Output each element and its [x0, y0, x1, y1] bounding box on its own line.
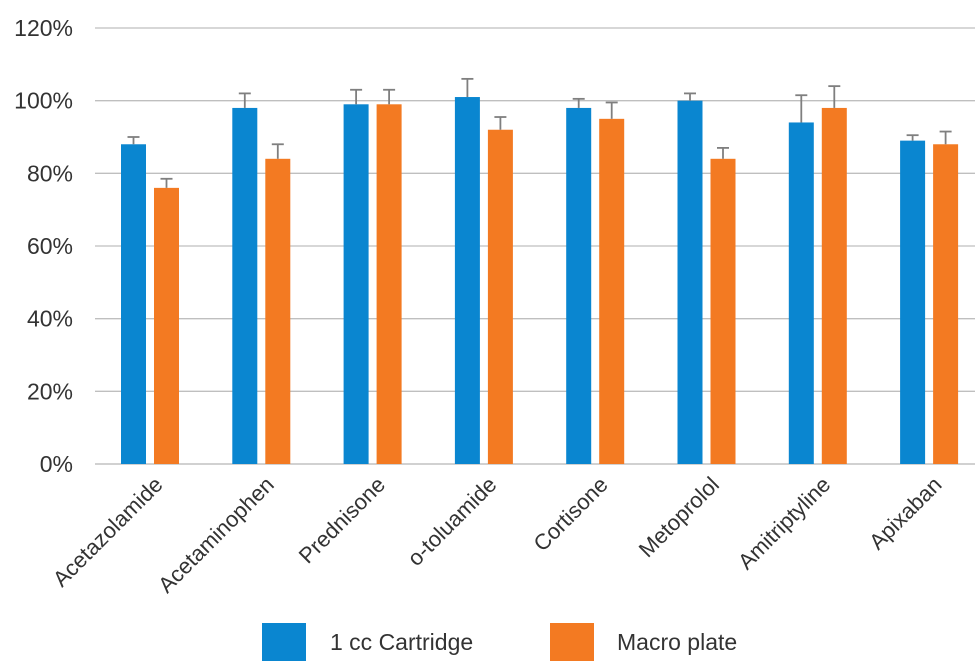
y-tick-label: 40%	[27, 306, 73, 332]
bar-macro-plate	[933, 144, 959, 464]
bar-cartridge	[454, 97, 480, 465]
bar-cartridge	[677, 100, 703, 465]
bar-macro-plate	[710, 158, 736, 465]
bar-macro-plate	[376, 104, 402, 465]
x-tick-label: Cortisone	[528, 472, 612, 556]
x-tick-label: o-toluamide	[402, 472, 501, 571]
bar-macro-plate	[599, 118, 625, 464]
bar-cartridge	[121, 144, 146, 464]
y-axis-ticks: 0% 20% 40% 60% 80% 100% 120%	[14, 15, 73, 477]
y-tick-label: 100%	[14, 88, 73, 114]
bar-macro-plate	[821, 107, 847, 464]
bar-cartridge	[788, 122, 814, 464]
bar-macro-plate	[487, 129, 513, 464]
legend-swatch	[262, 623, 306, 661]
y-tick-label: 0%	[40, 451, 73, 477]
bar-cartridge	[343, 104, 369, 465]
x-tick-label: Amitriptyline	[733, 472, 835, 574]
y-tick-label: 20%	[27, 378, 73, 404]
bar-macro-plate	[154, 187, 179, 464]
x-tick-label: Prednisone	[294, 472, 390, 568]
y-tick-label: 80%	[27, 160, 73, 186]
legend-label: 1 cc Cartridge	[330, 629, 473, 655]
y-tick-label: 120%	[14, 15, 73, 41]
legend-swatch	[550, 623, 594, 661]
y-tick-label: 60%	[27, 233, 73, 259]
x-tick-label: Acetaminophen	[153, 472, 279, 598]
legend: 1 cc Cartridge Macro plate	[262, 623, 737, 661]
x-tick-label: Apixaban	[864, 472, 947, 555]
bars	[121, 97, 959, 465]
bar-cartridge	[566, 107, 592, 464]
x-tick-label: Metoprolol	[634, 472, 724, 562]
bar-macro-plate	[265, 158, 291, 465]
x-tick-label: Acetazolamide	[48, 472, 168, 592]
error-bars	[127, 77, 952, 188]
legend-label: Macro plate	[617, 629, 737, 655]
bar-cartridge	[900, 140, 926, 464]
bar-cartridge	[232, 107, 258, 464]
